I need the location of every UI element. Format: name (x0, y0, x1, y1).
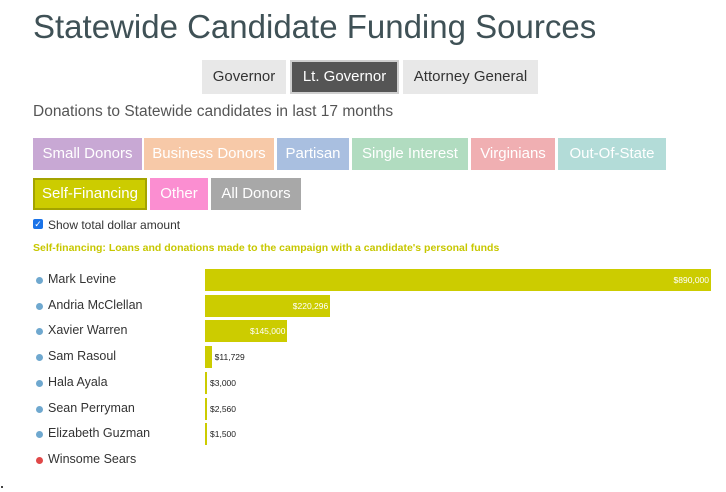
candidate-row: Sam Rasoul $11,729 (0, 345, 726, 370)
funding-bar[interactable] (205, 294, 331, 317)
funding-bar[interactable] (205, 397, 207, 420)
party-dot-icon (36, 328, 43, 336)
tab-governor[interactable]: Governor (202, 60, 286, 94)
filter-single-interest[interactable]: Single Interest (352, 138, 468, 170)
filter-self-financing[interactable]: Self-Financing (33, 178, 147, 210)
candidate-name: Sam Rasoul (48, 349, 117, 364)
funding-bar[interactable] (205, 371, 207, 394)
candidate-row: Sean Perryman $2,560 (0, 397, 726, 422)
filter-out-of-state[interactable]: Out-Of-State (558, 138, 666, 170)
bar-value-label: $145,000 (249, 326, 286, 337)
candidate-row: Andria McClellan $220,296 (0, 294, 726, 319)
candidate-name: Mark Levine (48, 272, 117, 286)
funding-bar[interactable] (205, 320, 288, 343)
candidate-name: Winsome Sears (48, 451, 137, 466)
bar-value-label: $890,000 (673, 275, 709, 285)
party-dot-icon (36, 302, 43, 310)
filter-small-donors[interactable]: Small Donors (33, 138, 142, 170)
candidate-name: Sean Perryman (48, 400, 135, 415)
party-dot-icon (36, 405, 43, 413)
funding-bar[interactable] (205, 269, 711, 291)
page-subtitle: Donations to Statewide candidates in las… (33, 103, 394, 120)
bar-value-label: $11,729 (214, 352, 245, 363)
candidate-row: Hala Ayala $3,000 (0, 371, 726, 396)
bar-value-label: $220,296 (292, 300, 329, 311)
page-title: Statewide Candidate Funding Sources (33, 8, 597, 45)
party-dot-icon (36, 456, 43, 464)
bar-value-label: $1,500 (210, 429, 236, 440)
party-dot-icon (36, 277, 43, 284)
candidate-name: Elizabeth Guzman (48, 426, 151, 441)
candidate-name: Xavier Warren (48, 323, 128, 338)
party-dot-icon (36, 354, 43, 362)
candidate-row: Elizabeth Guzman $1,500 (0, 422, 726, 447)
filter-description: Self-financing: Loans and donations made… (33, 242, 500, 254)
party-dot-icon (36, 379, 43, 387)
candidate-name: Hala Ayala (48, 374, 108, 389)
bar-value-label: $2,560 (210, 403, 236, 414)
filter-other[interactable]: Other (150, 178, 208, 210)
tab-attorney-general[interactable]: Attorney General (403, 60, 538, 94)
funding-bar[interactable] (205, 346, 212, 369)
candidate-row: Winsome Sears (0, 448, 726, 473)
filter-virginians[interactable]: Virginians (471, 138, 555, 170)
party-dot-icon (36, 431, 43, 439)
candidate-row: Mark Levine $890,000 (0, 268, 726, 293)
corner-mark (1, 486, 3, 488)
show-total-checkbox[interactable]: ✓ (33, 219, 43, 229)
filter-all-donors[interactable]: All Donors (211, 178, 301, 210)
candidate-name: Andria McClellan (48, 297, 143, 312)
filter-business-donors[interactable]: Business Donors (144, 138, 274, 170)
tab-lt-governor[interactable]: Lt. Governor (290, 60, 399, 94)
show-total-label: Show total dollar amount (48, 218, 181, 232)
funding-bar[interactable] (205, 423, 207, 446)
filter-partisan[interactable]: Partisan (277, 138, 349, 170)
bar-value-label: $3,000 (210, 377, 236, 388)
candidate-row: Xavier Warren $145,000 (0, 319, 726, 344)
